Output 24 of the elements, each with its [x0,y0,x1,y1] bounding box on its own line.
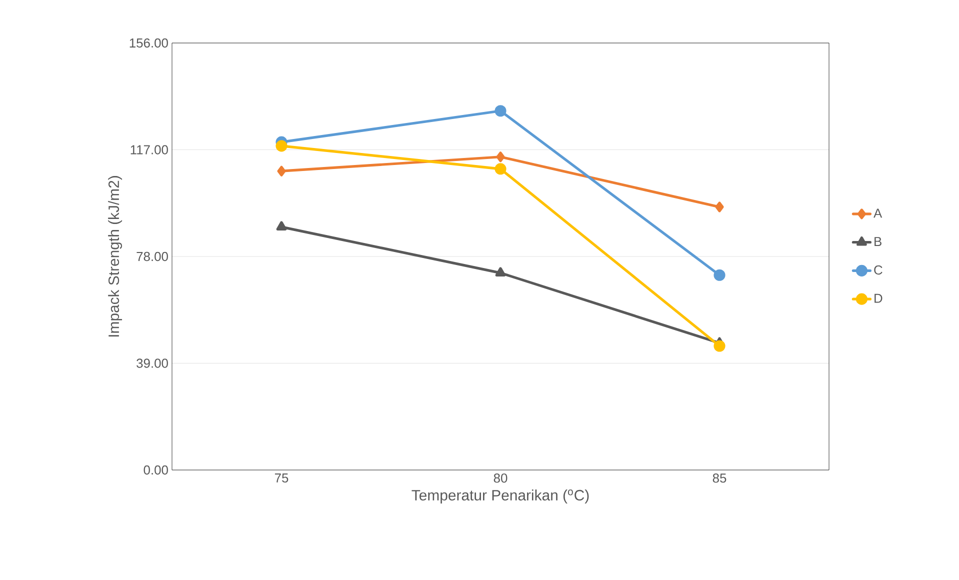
y-axis-title: Impack Strength (kJ/m2) [108,176,122,337]
y-tick-label: 39.00 [136,358,168,368]
point [495,267,506,276]
point [714,269,726,281]
y-tick-label: 117.00 [130,145,168,154]
point [714,340,726,352]
y-tick-label: 78.00 [136,252,168,262]
point [494,105,506,117]
x-tick-label: 80 [494,474,508,483]
point [276,140,288,152]
x-axis-title: Temperatur Penarikan ($^{o}$C) [412,490,589,504]
x-tick-label: 85 [712,474,726,483]
y-tick-label: 156.00 [130,38,168,48]
y-tick-label: 0.00 [144,465,168,475]
point [494,163,506,175]
point [277,166,286,176]
legend-label: A [874,208,882,218]
x-tick-label: 75 [274,474,288,483]
point [496,152,505,162]
point [715,202,724,212]
point [276,221,287,230]
legend-label: D [874,294,882,303]
legend-label: B [874,237,882,246]
legend-label: C [874,265,882,275]
